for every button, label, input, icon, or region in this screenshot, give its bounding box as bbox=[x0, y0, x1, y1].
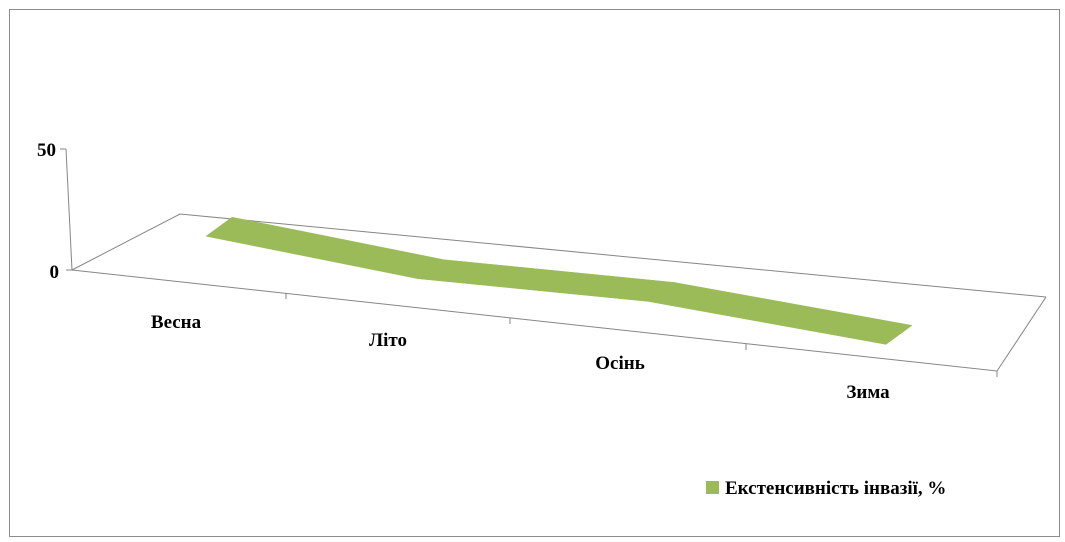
legend-swatch bbox=[706, 481, 719, 494]
area-segment bbox=[647, 282, 913, 345]
area-segment bbox=[417, 259, 675, 302]
category-label-autumn: Осінь bbox=[595, 353, 645, 374]
floor-back-edge bbox=[71, 213, 1047, 298]
category-label-spring: Весна bbox=[151, 312, 202, 333]
y-tick-label-50: 50 bbox=[37, 140, 56, 161]
series-area bbox=[205, 216, 913, 345]
area-segment bbox=[205, 216, 445, 279]
legend-label: Екстенсивність інвазії, % bbox=[725, 478, 946, 499]
y-tick-label-0: 0 bbox=[50, 262, 60, 283]
category-label-winter: Зима bbox=[846, 382, 890, 403]
y-axis-line bbox=[65, 148, 73, 271]
category-label-summer: Літо bbox=[369, 330, 407, 351]
